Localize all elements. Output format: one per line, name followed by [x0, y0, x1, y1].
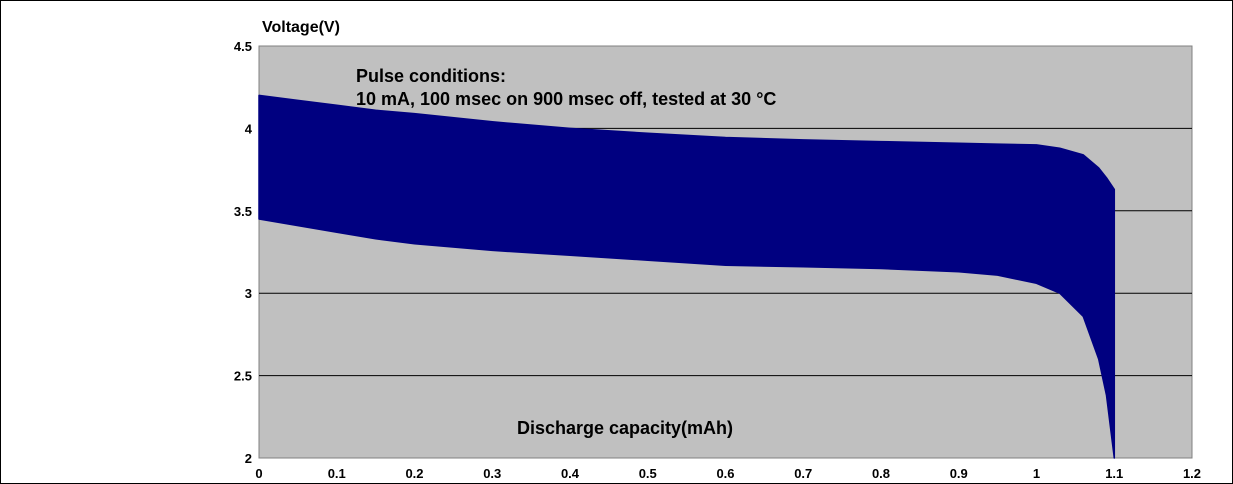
y-axis-label: Voltage(V) [262, 19, 340, 36]
x-tick-label: 0.4 [561, 466, 580, 481]
x-tick-label: 1.2 [1183, 466, 1201, 481]
y-tick-label: 2.5 [234, 369, 252, 384]
x-axis-label: Discharge capacity(mAh) [517, 418, 733, 438]
x-tick-label: 0 [255, 466, 262, 481]
x-tick-label: 0.1 [328, 466, 346, 481]
annotation-title: Pulse conditions: [356, 66, 506, 86]
x-tick-label: 0.6 [716, 466, 734, 481]
x-tick-label: 0.8 [872, 466, 890, 481]
y-tick-label: 2 [245, 451, 252, 466]
annotation-conditions: 10 mA, 100 msec on 900 msec off, tested … [356, 89, 776, 109]
x-tick-label: 0.7 [794, 466, 812, 481]
y-tick-label: 3.5 [234, 204, 252, 219]
y-tick-label: 3 [245, 286, 252, 301]
x-tick-label: 1 [1033, 466, 1040, 481]
y-tick-label: 4 [245, 121, 253, 136]
x-tick-label: 0.5 [639, 466, 657, 481]
x-tick-label: 0.2 [405, 466, 423, 481]
x-tick-label: 1.1 [1105, 466, 1123, 481]
x-tick-label: 0.9 [950, 466, 968, 481]
y-tick-label: 4.5 [234, 39, 252, 54]
x-tick-label: 0.3 [483, 466, 501, 481]
voltage-envelope [258, 94, 1116, 459]
